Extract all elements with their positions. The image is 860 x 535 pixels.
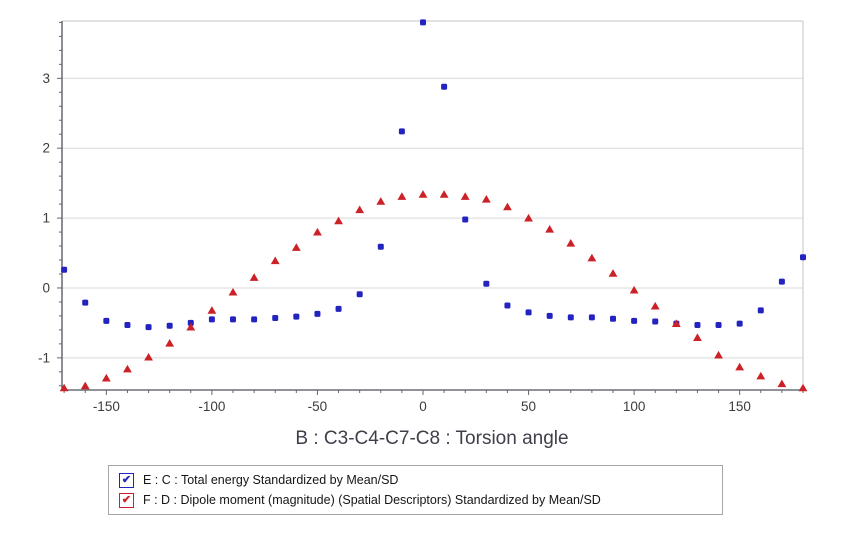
marker-dipole-moment — [439, 190, 449, 198]
marker-total-energy — [293, 313, 300, 320]
marker-dipole-moment — [735, 362, 745, 371]
marker-total-energy — [166, 322, 173, 329]
x-tick-label: 50 — [521, 399, 536, 414]
marker-dipole-moment — [714, 350, 723, 359]
marker-dipole-moment — [460, 192, 470, 200]
marker-dipole-moment — [291, 243, 301, 251]
marker-dipole-moment — [481, 195, 491, 203]
marker-total-energy — [335, 305, 342, 312]
marker-total-energy — [377, 243, 384, 250]
marker-total-energy — [272, 315, 279, 322]
x-tick-label: 100 — [623, 399, 646, 414]
marker-dipole-moment — [545, 225, 555, 233]
marker-dipole-moment — [313, 227, 322, 236]
marker-total-energy — [652, 318, 659, 325]
marker-total-energy — [567, 314, 574, 321]
marker-dipole-moment — [270, 256, 280, 265]
marker-total-energy — [610, 315, 616, 322]
marker-dipole-moment — [566, 239, 576, 247]
marker-total-energy — [420, 19, 426, 26]
marker-dipole-moment — [503, 202, 512, 211]
marker-total-energy — [588, 314, 595, 321]
legend-checkbox-total-energy[interactable]: ✔ — [119, 472, 134, 488]
marker-dipole-moment — [101, 373, 111, 382]
marker-dipole-moment — [671, 319, 681, 328]
marker-dipole-moment — [80, 381, 90, 390]
marker-total-energy — [314, 310, 321, 317]
marker-dipole-moment — [650, 301, 660, 310]
legend-label-total-energy: E : C : Total energy Standardized by Mea… — [143, 473, 399, 487]
marker-total-energy — [757, 307, 764, 314]
marker-dipole-moment — [165, 338, 175, 347]
marker-total-energy — [251, 316, 258, 323]
y-tick-label: 0 — [42, 280, 50, 295]
marker-dipole-moment — [608, 269, 618, 277]
legend-item-dipole-moment: ✔ F : D : Dipole moment (magnitude) (Spa… — [109, 492, 722, 508]
marker-total-energy — [525, 309, 532, 316]
marker-total-energy — [694, 322, 701, 329]
marker-dipole-moment — [355, 205, 365, 214]
x-tick-label: -50 — [308, 399, 328, 414]
legend-item-total-energy: ✔ E : C : Total energy Standardized by M… — [109, 472, 722, 488]
marker-dipole-moment — [376, 197, 386, 205]
y-tick-label: 3 — [42, 71, 50, 86]
marker-total-energy — [82, 299, 89, 306]
marker-total-energy — [800, 254, 806, 261]
x-tick-label: -100 — [198, 399, 225, 414]
marker-dipole-moment — [629, 285, 639, 294]
marker-total-energy — [208, 316, 215, 323]
marker-total-energy — [504, 302, 511, 309]
marker-dipole-moment — [397, 192, 407, 200]
marker-dipole-moment — [777, 379, 787, 388]
marker-total-energy — [230, 316, 236, 323]
legend: ✔ E : C : Total energy Standardized by M… — [108, 465, 723, 515]
marker-total-energy — [441, 83, 448, 90]
legend-label-dipole-moment: F : D : Dipole moment (magnitude) (Spati… — [143, 493, 601, 507]
marker-dipole-moment — [186, 322, 196, 331]
marker-total-energy — [398, 128, 405, 135]
marker-dipole-moment — [249, 273, 259, 281]
marker-total-energy — [778, 278, 785, 285]
marker-total-energy — [546, 312, 553, 319]
marker-dipole-moment — [798, 383, 808, 392]
marker-total-energy — [631, 317, 638, 324]
marker-total-energy — [61, 266, 68, 273]
marker-dipole-moment — [228, 287, 238, 296]
marker-dipole-moment — [144, 352, 153, 361]
y-tick-label: -1 — [38, 350, 50, 365]
marker-dipole-moment — [693, 333, 702, 341]
marker-total-energy — [736, 320, 743, 327]
marker-dipole-moment — [756, 371, 766, 380]
marker-total-energy — [483, 280, 490, 287]
marker-dipole-moment — [123, 364, 132, 373]
marker-dipole-moment — [524, 213, 533, 222]
x-tick-label: -150 — [93, 399, 120, 414]
marker-total-energy — [356, 291, 363, 298]
marker-dipole-moment — [418, 190, 428, 198]
x-tick-label: 150 — [728, 399, 751, 414]
y-tick-label: 1 — [42, 211, 50, 226]
marker-total-energy — [715, 322, 722, 329]
marker-dipole-moment — [59, 383, 69, 392]
marker-total-energy — [124, 322, 131, 329]
marker-dipole-moment — [207, 306, 217, 314]
legend-checkbox-dipole-moment[interactable]: ✔ — [119, 492, 134, 508]
y-tick-label: 2 — [42, 141, 50, 156]
x-axis-title: B : C3-C4-C7-C8 : Torsion angle — [295, 428, 568, 449]
marker-dipole-moment — [334, 216, 343, 225]
x-tick-label: 0 — [419, 399, 427, 414]
marker-dipole-moment — [587, 253, 597, 262]
marker-total-energy — [462, 216, 469, 223]
marker-total-energy — [145, 324, 152, 331]
marker-total-energy — [103, 317, 110, 324]
